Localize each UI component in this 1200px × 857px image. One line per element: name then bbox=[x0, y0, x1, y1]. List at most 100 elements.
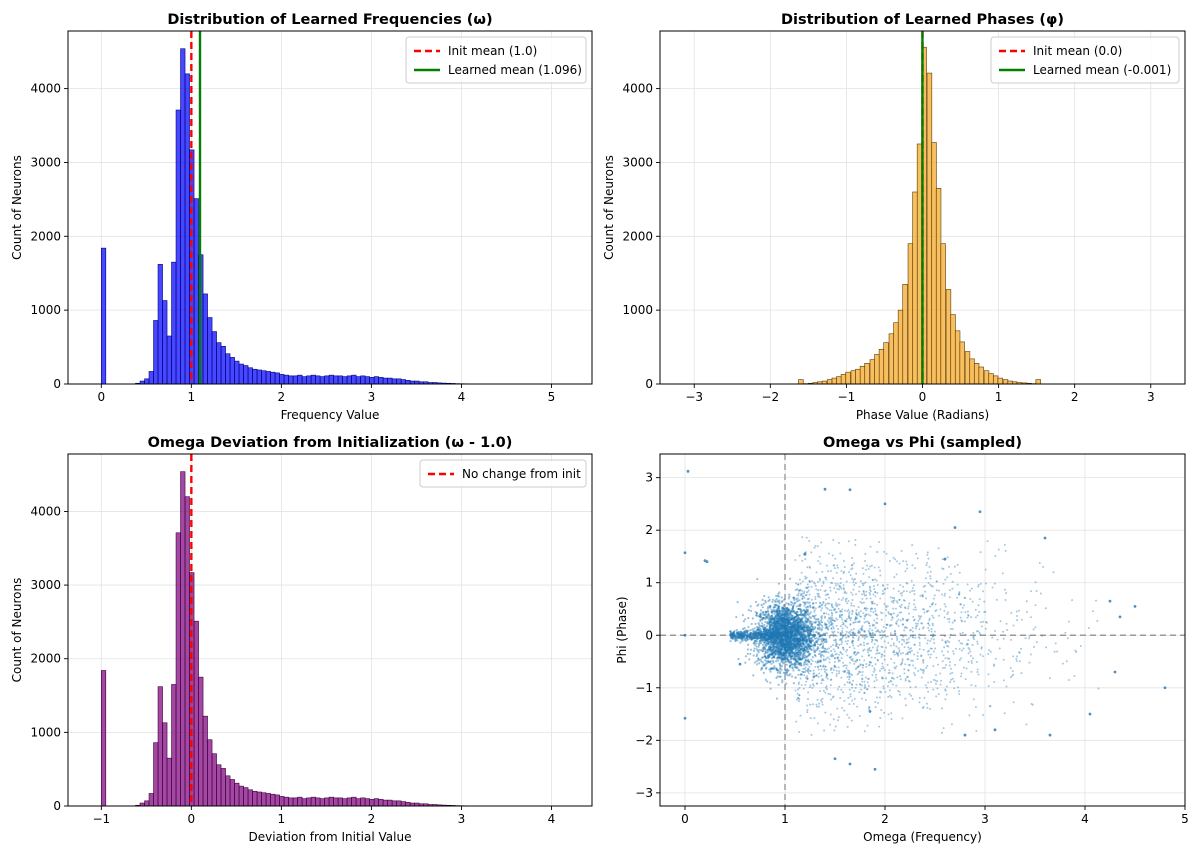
scatter-point bbox=[960, 675, 963, 678]
scatter-point bbox=[983, 611, 986, 614]
scatter-point bbox=[852, 628, 855, 631]
scatter-point bbox=[800, 613, 803, 617]
scatter-point bbox=[913, 672, 916, 675]
scatter-point bbox=[782, 653, 785, 656]
scatter-point bbox=[769, 681, 772, 684]
scatter-point bbox=[977, 583, 980, 586]
scatter-point bbox=[1018, 609, 1021, 612]
scatter-point bbox=[978, 598, 981, 601]
scatter-point bbox=[767, 596, 770, 599]
scatter-point bbox=[748, 636, 752, 639]
scatter-point bbox=[786, 629, 789, 632]
scatter-point bbox=[842, 559, 845, 562]
scatter-point bbox=[817, 560, 820, 563]
scatter-point bbox=[901, 591, 904, 594]
scatter-point bbox=[762, 602, 765, 606]
scatter-point bbox=[892, 642, 895, 645]
histogram-bar bbox=[912, 191, 918, 385]
scatter-point bbox=[840, 688, 843, 691]
scatter-point bbox=[806, 566, 809, 569]
scatter-point bbox=[886, 685, 889, 688]
scatter-point bbox=[782, 642, 785, 645]
scatter-point bbox=[771, 653, 774, 656]
histogram-bar bbox=[274, 794, 280, 807]
scatter-point bbox=[806, 651, 809, 654]
scatter-point bbox=[773, 618, 776, 621]
scatter-point bbox=[846, 713, 849, 716]
scatter-point bbox=[891, 672, 894, 675]
scatter-point bbox=[919, 594, 922, 597]
scatter-point bbox=[763, 655, 767, 658]
scatter-point bbox=[787, 644, 791, 648]
scatter-point bbox=[792, 621, 795, 625]
scatter-point bbox=[793, 641, 796, 644]
histogram-bar bbox=[207, 739, 213, 807]
scatter-point bbox=[895, 622, 898, 625]
scatter-point bbox=[940, 679, 943, 682]
scatter-point bbox=[906, 567, 909, 570]
scatter-point bbox=[781, 623, 784, 627]
scatter-point bbox=[796, 692, 799, 695]
histogram-bar bbox=[310, 796, 316, 807]
scatter-point bbox=[874, 607, 877, 610]
scatter-point bbox=[802, 625, 806, 628]
histogram-bar bbox=[207, 317, 213, 385]
scatter-point bbox=[818, 628, 821, 631]
scatter-point bbox=[851, 609, 854, 612]
scatter-point bbox=[781, 679, 784, 682]
scatter-point bbox=[799, 627, 802, 630]
scatter-point bbox=[1025, 611, 1028, 614]
scatter-point bbox=[959, 632, 962, 635]
scatter-point bbox=[818, 702, 821, 705]
scatter-point bbox=[789, 623, 792, 626]
scatter-point bbox=[799, 662, 803, 665]
scatter-point bbox=[762, 664, 765, 668]
scatter-point bbox=[836, 719, 839, 722]
scatter-point bbox=[1011, 670, 1014, 673]
scatter-point bbox=[927, 681, 930, 684]
scatter-point bbox=[803, 609, 806, 613]
scatter-point bbox=[837, 607, 840, 610]
scatter-point bbox=[879, 611, 882, 614]
scatter-point bbox=[963, 620, 966, 623]
scatter-point bbox=[806, 659, 810, 662]
histogram-bar bbox=[306, 375, 312, 385]
scatter-point bbox=[826, 619, 829, 622]
scatter-point bbox=[861, 670, 864, 673]
scatter-point bbox=[779, 670, 782, 673]
scatter-point bbox=[800, 684, 803, 687]
scatter-point bbox=[982, 590, 985, 593]
scatter-point bbox=[760, 622, 764, 625]
scatter-point bbox=[887, 641, 890, 644]
histogram-bar bbox=[292, 797, 298, 807]
scatter-point bbox=[1087, 626, 1090, 629]
scatter-point bbox=[904, 663, 907, 666]
scatter-point bbox=[768, 640, 771, 644]
scatter-point bbox=[925, 686, 928, 689]
scatter-point bbox=[851, 577, 854, 580]
scatter-point bbox=[753, 633, 756, 636]
scatter-point bbox=[804, 658, 807, 661]
scatter-point bbox=[753, 639, 756, 643]
scatter-point bbox=[966, 610, 969, 613]
scatter-point bbox=[808, 612, 811, 615]
scatter-point bbox=[791, 650, 794, 654]
scatter-point bbox=[779, 616, 782, 620]
scatter-point bbox=[853, 604, 856, 607]
scatter-point bbox=[804, 646, 807, 649]
scatter-point bbox=[944, 592, 947, 595]
scatter-point bbox=[771, 651, 774, 654]
scatter-point bbox=[871, 639, 874, 642]
scatter-point bbox=[1042, 565, 1045, 568]
scatter-point bbox=[836, 618, 839, 621]
scatter-point bbox=[786, 622, 789, 625]
scatter-point bbox=[799, 677, 802, 680]
scatter-point bbox=[822, 580, 825, 583]
histogram-bar bbox=[1035, 379, 1041, 385]
histogram-bar bbox=[391, 378, 397, 385]
scatter-point bbox=[869, 593, 872, 596]
scatter-point bbox=[935, 674, 938, 677]
scatter-point bbox=[800, 571, 803, 574]
scatter-point bbox=[797, 614, 800, 617]
scatter-point bbox=[825, 668, 828, 671]
